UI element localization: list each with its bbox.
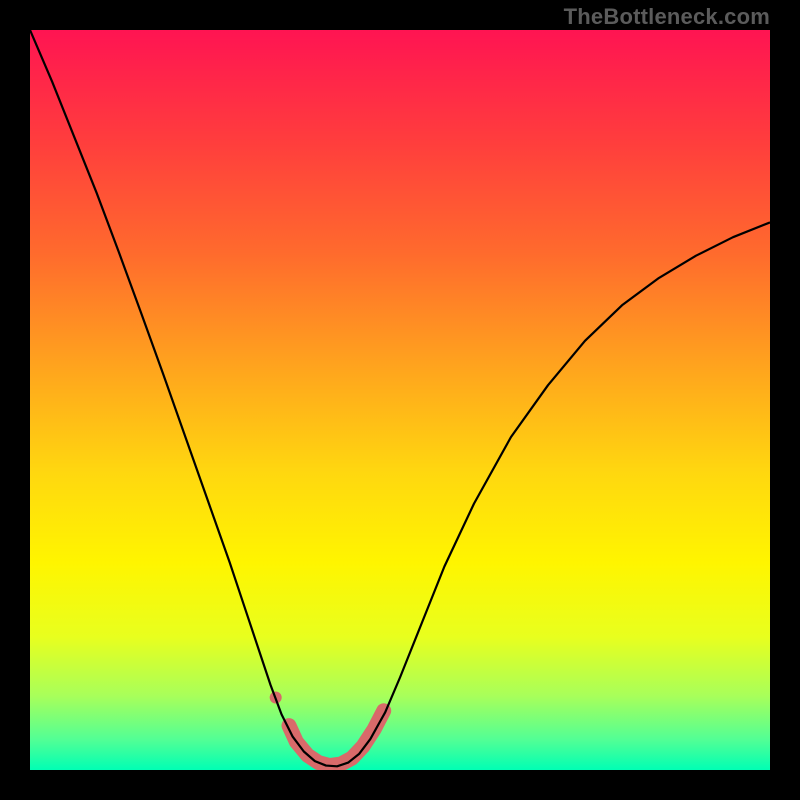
plot-svg [30,30,770,770]
watermark-text: TheBottleneck.com [564,4,770,30]
gradient-background [30,30,770,770]
chart-frame: TheBottleneck.com [0,0,800,800]
plot-area [30,30,770,770]
